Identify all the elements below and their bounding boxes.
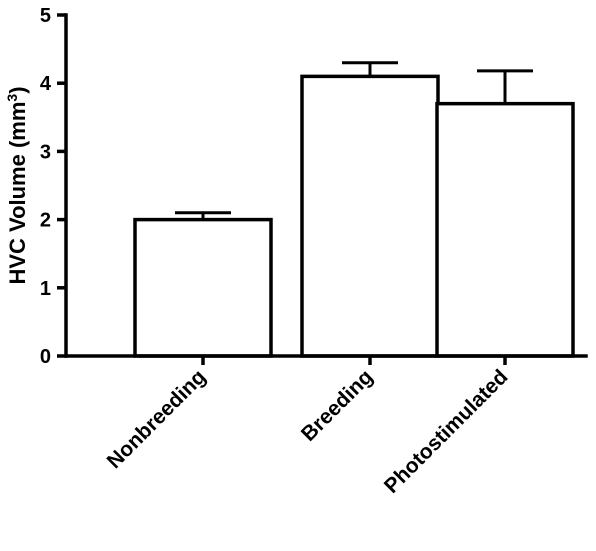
y-tick-label: 4	[40, 73, 52, 95]
y-axis-label-main: HVC Volume (mm	[5, 102, 30, 285]
y-tick-label: 0	[40, 346, 51, 368]
y-axis-label-suffix: )	[5, 86, 30, 93]
y-tick-label: 5	[40, 5, 51, 27]
bar	[435, 101, 575, 358]
x-category-label: Nonbreeding	[103, 365, 211, 473]
error-bars-layer	[175, 61, 533, 220]
y-axis-label-superscript: 3	[4, 94, 20, 102]
y-axis-label: HVC Volume (mm3)	[4, 86, 30, 284]
x-category-label: Breeding	[297, 365, 378, 446]
bar	[300, 74, 440, 358]
y-tick-label: 1	[40, 278, 51, 300]
bar	[133, 217, 273, 358]
y-tick-label: 2	[40, 210, 51, 232]
y-ticks-layer: 0 1 2 3 4 5	[40, 5, 66, 368]
y-tick-label: 3	[40, 141, 51, 163]
x-category-label: Photostimulated	[380, 365, 513, 498]
axes-layer	[64, 13, 588, 358]
bars-layer	[133, 74, 575, 358]
x-ticks-layer: Nonbreeding Breeding Photostimulated	[103, 356, 513, 498]
